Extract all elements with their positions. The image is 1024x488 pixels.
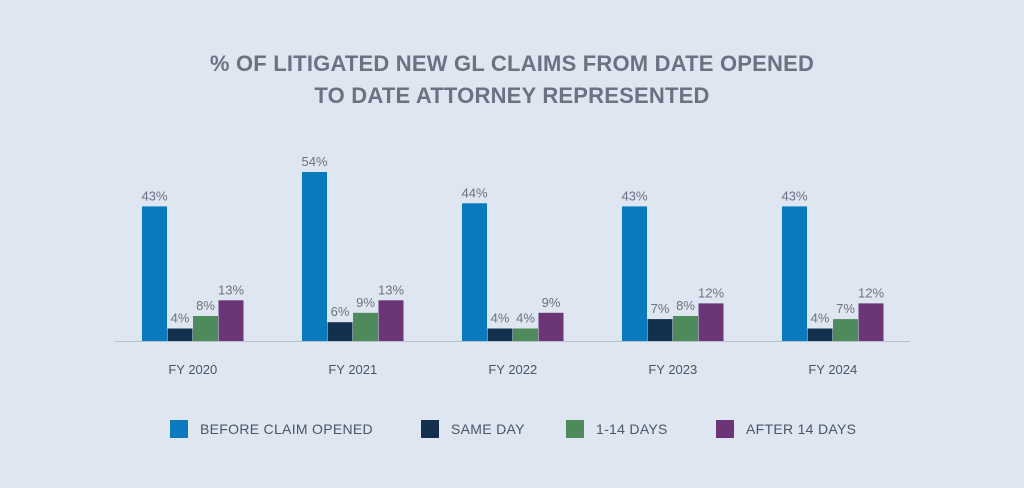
data-label-same-day-fy-2022: 4% (491, 311, 510, 326)
data-label-before-claim-opened-fy-2021: 54% (301, 154, 327, 169)
bar-1-14-days-fy-2023 (673, 316, 698, 341)
bar-1-14-days-fy-2020 (193, 316, 218, 341)
legend-label-after-14-days: AFTER 14 DAYS (746, 421, 857, 437)
x-tick-label-fy-2024: FY 2024 (808, 362, 857, 377)
data-label-1-14-days-fy-2020: 8% (196, 298, 215, 313)
data-label-same-day-fy-2020: 4% (171, 311, 190, 326)
x-tick-label-fy-2020: FY 2020 (168, 362, 217, 377)
chart-title: % OF LITIGATED NEW GL CLAIMS FROM DATE O… (0, 48, 1024, 112)
chart-legend: BEFORE CLAIM OPENED SAME DAY 1-14 DAYS A… (0, 420, 1024, 444)
bar-after-14-days-fy-2021 (378, 300, 404, 341)
legend-swatch-before-claim-opened (170, 420, 188, 438)
data-label-after-14-days-fy-2021: 13% (378, 282, 404, 297)
bar-same-day-fy-2021 (327, 322, 353, 341)
bar-1-14-days-fy-2024 (833, 319, 858, 341)
legend-item-1-14-days: 1-14 DAYS (566, 420, 668, 438)
bar-same-day-fy-2020 (167, 328, 193, 341)
data-label-before-claim-opened-fy-2020: 43% (141, 188, 167, 203)
bar-same-day-fy-2022 (487, 328, 513, 341)
data-label-1-14-days-fy-2024: 7% (836, 301, 855, 316)
data-label-after-14-days-fy-2020: 13% (218, 282, 244, 297)
bar-1-14-days-fy-2022 (513, 328, 538, 341)
data-label-1-14-days-fy-2021: 9% (356, 295, 375, 310)
bar-1-14-days-fy-2021 (353, 312, 378, 341)
legend-swatch-after-14-days (716, 420, 734, 438)
legend-item-same-day: SAME DAY (421, 420, 525, 438)
bar-before-claim-opened-fy-2020 (142, 206, 167, 341)
bar-before-claim-opened-fy-2023 (622, 206, 647, 341)
data-label-after-14-days-fy-2022: 9% (542, 295, 561, 310)
x-tick-label-fy-2021: FY 2021 (328, 362, 377, 377)
data-label-after-14-days-fy-2023: 12% (698, 285, 724, 300)
data-label-same-day-fy-2024: 4% (811, 311, 830, 326)
bar-before-claim-opened-fy-2021 (302, 172, 327, 341)
data-label-after-14-days-fy-2024: 12% (858, 285, 884, 300)
bar-same-day-fy-2024 (807, 328, 833, 341)
bar-same-day-fy-2023 (647, 319, 673, 341)
bar-after-14-days-fy-2022 (538, 312, 564, 341)
data-label-before-claim-opened-fy-2024: 43% (781, 188, 807, 203)
data-label-same-day-fy-2023: 7% (651, 301, 670, 316)
legend-label-1-14-days: 1-14 DAYS (596, 421, 668, 437)
data-label-before-claim-opened-fy-2023: 43% (621, 188, 647, 203)
bar-after-14-days-fy-2024 (858, 303, 884, 341)
chart-title-line-1: % OF LITIGATED NEW GL CLAIMS FROM DATE O… (209, 51, 815, 76)
bar-after-14-days-fy-2020 (218, 300, 244, 341)
bar-before-claim-opened-fy-2022 (462, 203, 487, 341)
data-label-1-14-days-fy-2022: 4% (516, 311, 535, 326)
bar-before-claim-opened-fy-2024 (782, 206, 807, 341)
legend-item-before-claim-opened: BEFORE CLAIM OPENED (170, 420, 373, 438)
x-tick-label-fy-2022: FY 2022 (488, 362, 537, 377)
legend-swatch-1-14-days (566, 420, 584, 438)
legend-swatch-same-day (421, 420, 439, 438)
x-tick-label-fy-2023: FY 2023 (648, 362, 697, 377)
legend-label-same-day: SAME DAY (451, 421, 525, 437)
bar-after-14-days-fy-2023 (698, 303, 724, 341)
data-label-before-claim-opened-fy-2022: 44% (461, 185, 487, 200)
data-label-1-14-days-fy-2023: 8% (676, 298, 695, 313)
legend-item-after-14-days: AFTER 14 DAYS (716, 420, 856, 438)
chart-title-line-2: TO DATE ATTORNEY REPRESENTED (314, 83, 710, 108)
data-label-same-day-fy-2021: 6% (331, 304, 350, 319)
legend-label-before-claim-opened: BEFORE CLAIM OPENED (200, 421, 373, 437)
